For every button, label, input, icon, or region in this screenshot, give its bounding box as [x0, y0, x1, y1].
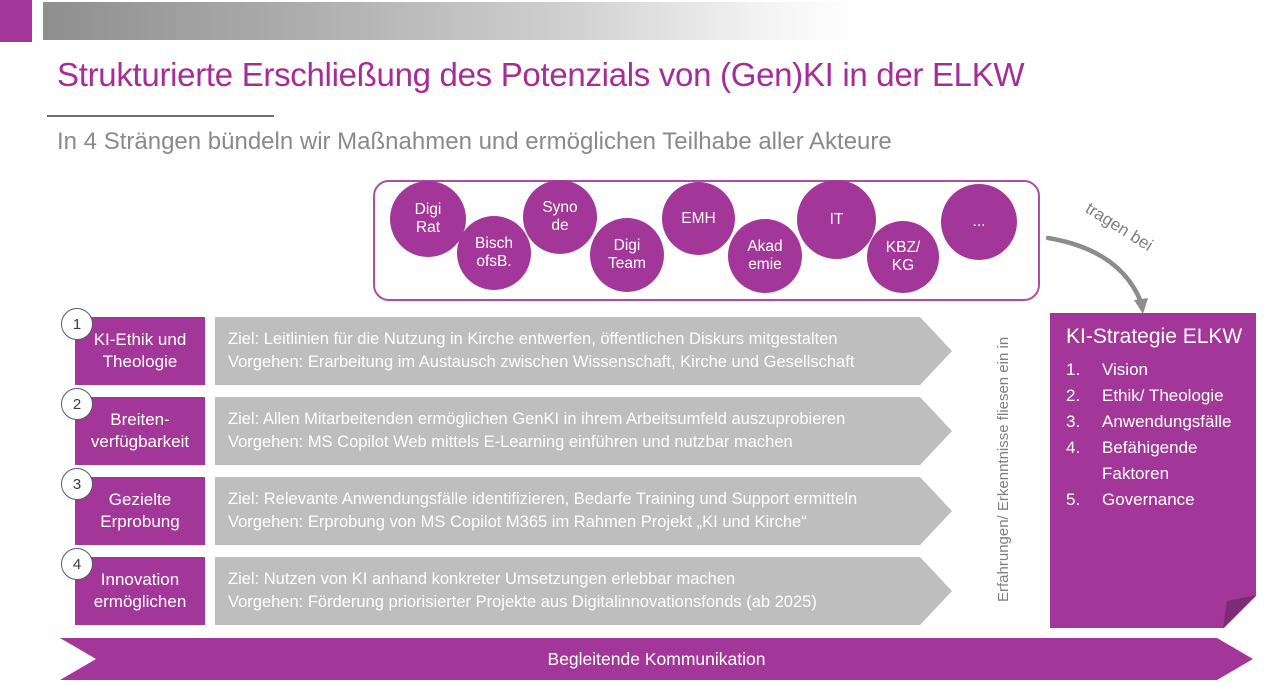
stream-2-ziel: Ziel: Allen Mitarbeitenden ermöglichen G…	[228, 410, 846, 428]
stream-2-vorgehen: Vorgehen: MS Copilot Web mittels E-Learn…	[228, 433, 793, 451]
strategy-title: KI-Strategie ELKW	[1066, 325, 1243, 348]
communication-banner-label: Begleitende Kommunikation	[547, 648, 766, 669]
strategy-box: KI-Strategie ELKW 1. Vision 2. Ethik/ Th…	[1050, 313, 1256, 628]
page-title: Strukturierte Erschließung des Potenzial…	[57, 56, 1025, 93]
communication-banner: Begleitende Kommunikation	[60, 638, 1253, 680]
stakeholder-circle-bischofsb: Bisch ofsB.	[457, 216, 531, 290]
strategy-item-number: 2.	[1066, 386, 1081, 405]
stream-4-arrow: Ziel: Nutzen von KI anhand konkreter Ums…	[215, 557, 952, 625]
stakeholder-circle-akademie: Akad emie	[728, 219, 802, 293]
corner-accent-square	[0, 0, 32, 42]
strategy-item-number: 4.	[1066, 438, 1081, 457]
title-underline	[47, 115, 274, 117]
stream-1-ziel: Ziel: Leitlinien für die Nutzung in Kirc…	[228, 330, 838, 348]
strategy-item: 2. Ethik/ Theologie	[1066, 383, 1248, 409]
strategy-item: 5. Governance	[1066, 487, 1248, 513]
stakeholder-circle-kbz-kg: KBZ/ KG	[867, 221, 939, 293]
flow-note-vertical-text: Erfahrungen/ Erkenntnisse fliesen ein in	[995, 336, 1012, 602]
stakeholder-circle-more: ...	[941, 184, 1017, 260]
stream-4-number-badge: 4	[61, 548, 93, 580]
stream-3-vorgehen: Vorgehen: Erprobung von MS Copilot M365 …	[228, 513, 807, 531]
stakeholder-circle-emh: EMH	[662, 182, 735, 255]
stream-3-label: Gezielte Erprobung	[75, 477, 205, 545]
strategy-item-number: 1.	[1066, 360, 1081, 379]
stakeholder-circle-digi-team: Digi Team	[590, 218, 664, 292]
stream-2-arrow: Ziel: Allen Mitarbeitenden ermöglichen G…	[215, 397, 952, 465]
stream-4-vorgehen: Vorgehen: Förderung priorisierter Projek…	[228, 593, 817, 611]
stream-4-ziel: Ziel: Nutzen von KI anhand konkreter Ums…	[228, 570, 736, 588]
strategy-item-text: Befähigende Faktoren	[1102, 438, 1198, 483]
stream-3-arrow: Ziel: Relevante Anwendungsfälle identifi…	[215, 477, 952, 545]
strategy-item: 4. Befähigende Faktoren	[1066, 435, 1248, 487]
stream-2-number-badge: 2	[61, 388, 93, 420]
stream-1-number-badge: 1	[61, 308, 93, 340]
stream-3-ziel: Ziel: Relevante Anwendungsfälle identifi…	[228, 490, 858, 508]
stream-2-label: Breiten- verfügbarkeit	[75, 397, 205, 465]
strategy-item: 1. Vision	[1066, 357, 1248, 383]
stream-3-number-badge: 3	[61, 468, 93, 500]
tragen-bei-arrow-icon	[1045, 235, 1148, 314]
strategy-item-text: Anwendungsfälle	[1102, 412, 1232, 431]
strategy-item: 3. Anwendungsfälle	[1066, 409, 1248, 435]
top-gradient-bar	[43, 2, 1280, 40]
stream-1-vorgehen: Vorgehen: Erarbeitung im Austausch zwisc…	[228, 353, 855, 371]
stakeholder-circle-synode: Syno de	[523, 180, 597, 254]
stream-1-label: KI-Ethik und Theologie	[75, 317, 205, 385]
strategy-item-text: Governance	[1102, 490, 1195, 509]
strategy-box-body: KI-Strategie ELKW 1. Vision 2. Ethik/ Th…	[1050, 313, 1256, 628]
stream-4-label: Innovation ermöglichen	[75, 557, 205, 625]
page-subtitle: In 4 Strängen bündeln wir Maßnahmen und …	[57, 128, 892, 155]
stakeholder-circle-it: IT	[797, 180, 876, 259]
strategy-item-text: Vision	[1102, 360, 1148, 379]
stream-1-arrow: Ziel: Leitlinien für die Nutzung in Kirc…	[215, 317, 952, 385]
strategy-item-text: Ethik/ Theologie	[1102, 386, 1224, 405]
stakeholder-circle-digi-rat: Digi Rat	[390, 181, 466, 257]
strategy-item-number: 3.	[1066, 412, 1081, 431]
strategy-item-number: 5.	[1066, 490, 1081, 509]
